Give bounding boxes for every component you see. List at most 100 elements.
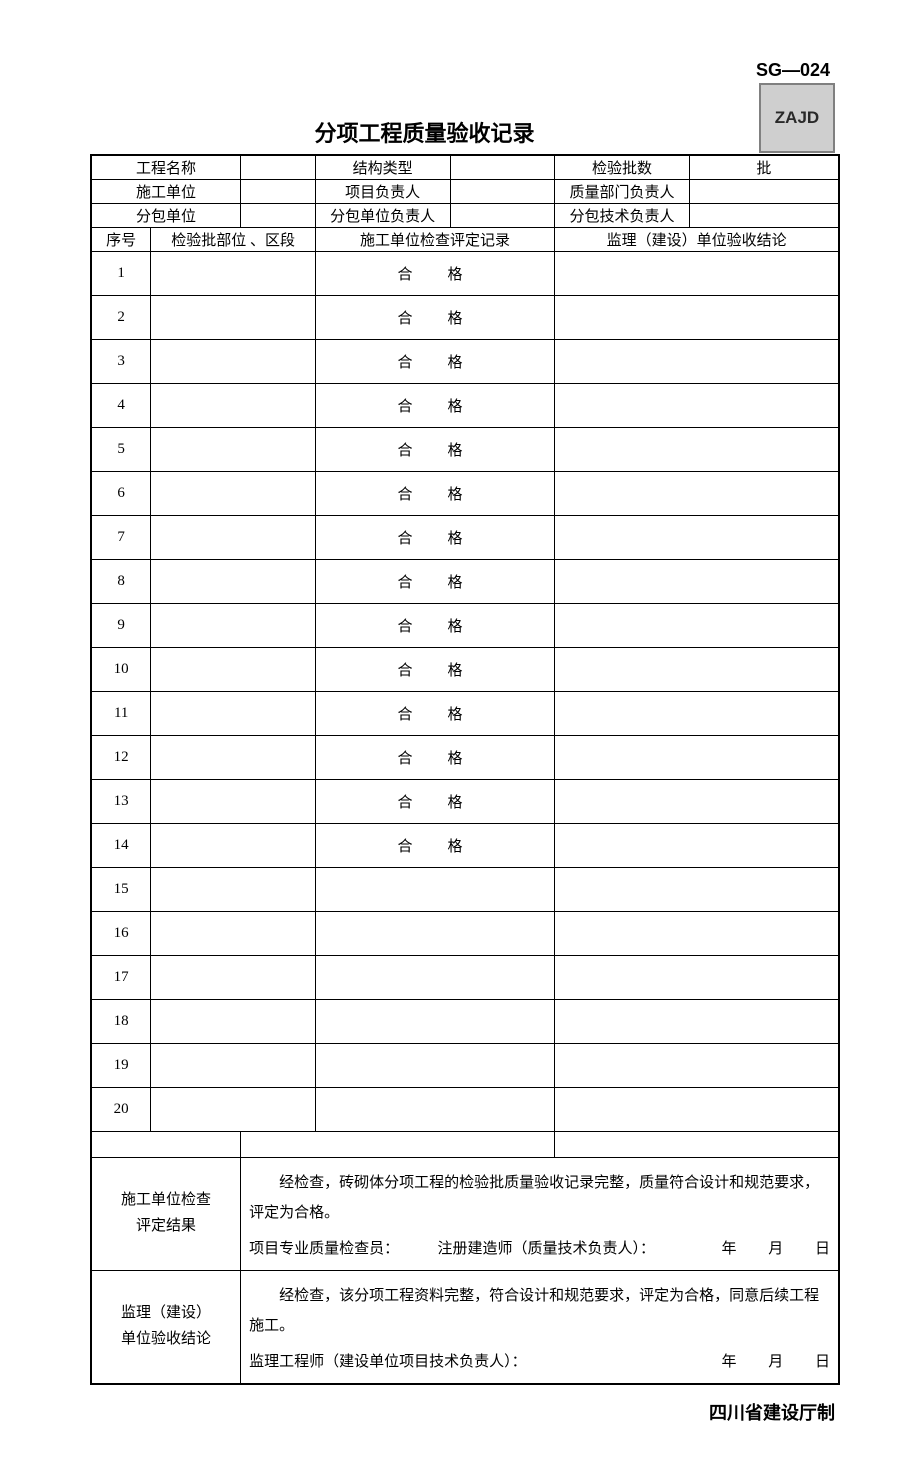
cell-part [151,295,316,339]
cell-conclusion [555,999,839,1043]
header-row-3: 分包单位 分包单位负责人 分包技术负责人 [91,203,839,227]
value-construction-unit [241,179,316,203]
cell-part [151,955,316,999]
inspection-label-line2: 评定结果 [136,1218,196,1234]
cell-conclusion [555,471,839,515]
cell-seq: 12 [91,735,151,779]
table-row: 7合 格 [91,515,839,559]
table-row: 12 合 格 [91,735,839,779]
cell-part [151,471,316,515]
cell-part [151,251,316,295]
cell-seq: 7 [91,515,151,559]
cell-status: 合 格 [315,471,554,515]
label-subcontractor-tech: 分包技术负责人 [555,203,690,227]
inspection-result-row: 施工单位检查 评定结果 经检查，砖砌体分项工程的检验批质量验收记录完整，质量符合… [91,1157,839,1270]
label-subcontractor-leader: 分包单位负责人 [315,203,450,227]
cell-status: 合 格 [315,779,554,823]
cell-status: 合 格 [315,691,554,735]
cell-seq: 8 [91,559,151,603]
cell-conclusion [555,515,839,559]
value-batch-count: 批 [689,155,839,179]
inspection-result-label: 施工单位检查 评定结果 [91,1157,241,1270]
cell-status: 合 格 [315,339,554,383]
table-row: 4 合 格 [91,383,839,427]
cell-conclusion [555,779,839,823]
cell-seq: 16 [91,911,151,955]
cell-conclusion [555,1043,839,1087]
cell-part [151,735,316,779]
cell-status: 合 格 [315,735,554,779]
cell-seq: 2 [91,295,151,339]
inspection-para: 经检查，砖砌体分项工程的检验批质量验收记录完整，质量符合设计和规范要求，评定为合… [249,1168,830,1228]
inspection-date: 年 月 日 [693,1234,830,1264]
cell-conclusion [555,559,839,603]
table-row: 11 合 格 [91,691,839,735]
cell-seq: 6 [91,471,151,515]
cell-status: 合 格 [315,251,554,295]
cell-conclusion [555,911,839,955]
supervision-date: 年 月 日 [693,1347,830,1377]
cell-seq: 3 [91,339,151,383]
cell-part [151,691,316,735]
cell-part [151,603,316,647]
col-seq: 序号 [91,227,151,251]
cell-part [151,427,316,471]
cell-status: 合 格 [315,559,554,603]
label-subcontractor: 分包单位 [91,203,241,227]
table-row: 5合 格 [91,427,839,471]
cell-part [151,515,316,559]
supervision-sign-left: 监理工程师（建设单位项目技术负责人）： [249,1347,527,1377]
supervision-content: 经检查，该分项工程资料完整，符合设计和规范要求，评定为合格，同意后续工程施工。 … [241,1270,839,1384]
cell-seq: 17 [91,955,151,999]
cell-part [151,559,316,603]
table-row: 10合 格 [91,647,839,691]
main-table: 工程名称 结构类型 检验批数 批 施工单位 项目负责人 质量部门负责人 分包单位… [90,154,840,1385]
table-row: 18 [91,999,839,1043]
table-row: 13合 格 [91,779,839,823]
table-row: 17 [91,955,839,999]
value-project-name [241,155,316,179]
table-row: 9合 格 [91,603,839,647]
stamp-badge: ZAJD [759,83,835,153]
cell-status: 合 格 [315,383,554,427]
col-status: 施工单位检查评定记录 [315,227,554,251]
header-row-2: 施工单位 项目负责人 质量部门负责人 [91,179,839,203]
table-row: 3 合 格 [91,339,839,383]
cell-conclusion [555,955,839,999]
col-conclusion: 监理（建设）单位验收结论 [555,227,839,251]
table-row: 6 合 格 [91,471,839,515]
cell-conclusion [555,867,839,911]
cell-conclusion [555,691,839,735]
value-subcontractor-tech [689,203,839,227]
cell-part [151,911,316,955]
cell-part [151,1087,316,1131]
spacer-row [91,1131,839,1157]
cell-conclusion [555,427,839,471]
cell-part [151,999,316,1043]
cell-seq: 4 [91,383,151,427]
cell-conclusion [555,383,839,427]
inspection-result-content: 经检查，砖砌体分项工程的检验批质量验收记录完整，质量符合设计和规范要求，评定为合… [241,1157,839,1270]
inspection-sign-mid: 注册建造师（质量技术负责人）： [438,1234,656,1264]
stamp-text: ZAJD [775,108,819,128]
cell-conclusion [555,823,839,867]
table-row: 2合 格 [91,295,839,339]
value-project-leader [450,179,555,203]
cell-status [315,867,554,911]
footer-text: 四川省建设厅制 [90,1399,840,1425]
supervision-label-line2: 单位验收结论 [121,1331,211,1347]
table-row: 1合 格 [91,251,839,295]
cell-seq: 14 [91,823,151,867]
cell-part [151,647,316,691]
cell-status: 合 格 [315,647,554,691]
value-quality-leader [689,179,839,203]
value-subcontractor-leader [450,203,555,227]
cell-status: 合 格 [315,823,554,867]
header-row-1: 工程名称 结构类型 检验批数 批 [91,155,839,179]
table-row: 14 合 格 [91,823,839,867]
cell-seq: 18 [91,999,151,1043]
table-row: 15 [91,867,839,911]
cell-seq: 11 [91,691,151,735]
cell-seq: 9 [91,603,151,647]
table-row: 19 [91,1043,839,1087]
